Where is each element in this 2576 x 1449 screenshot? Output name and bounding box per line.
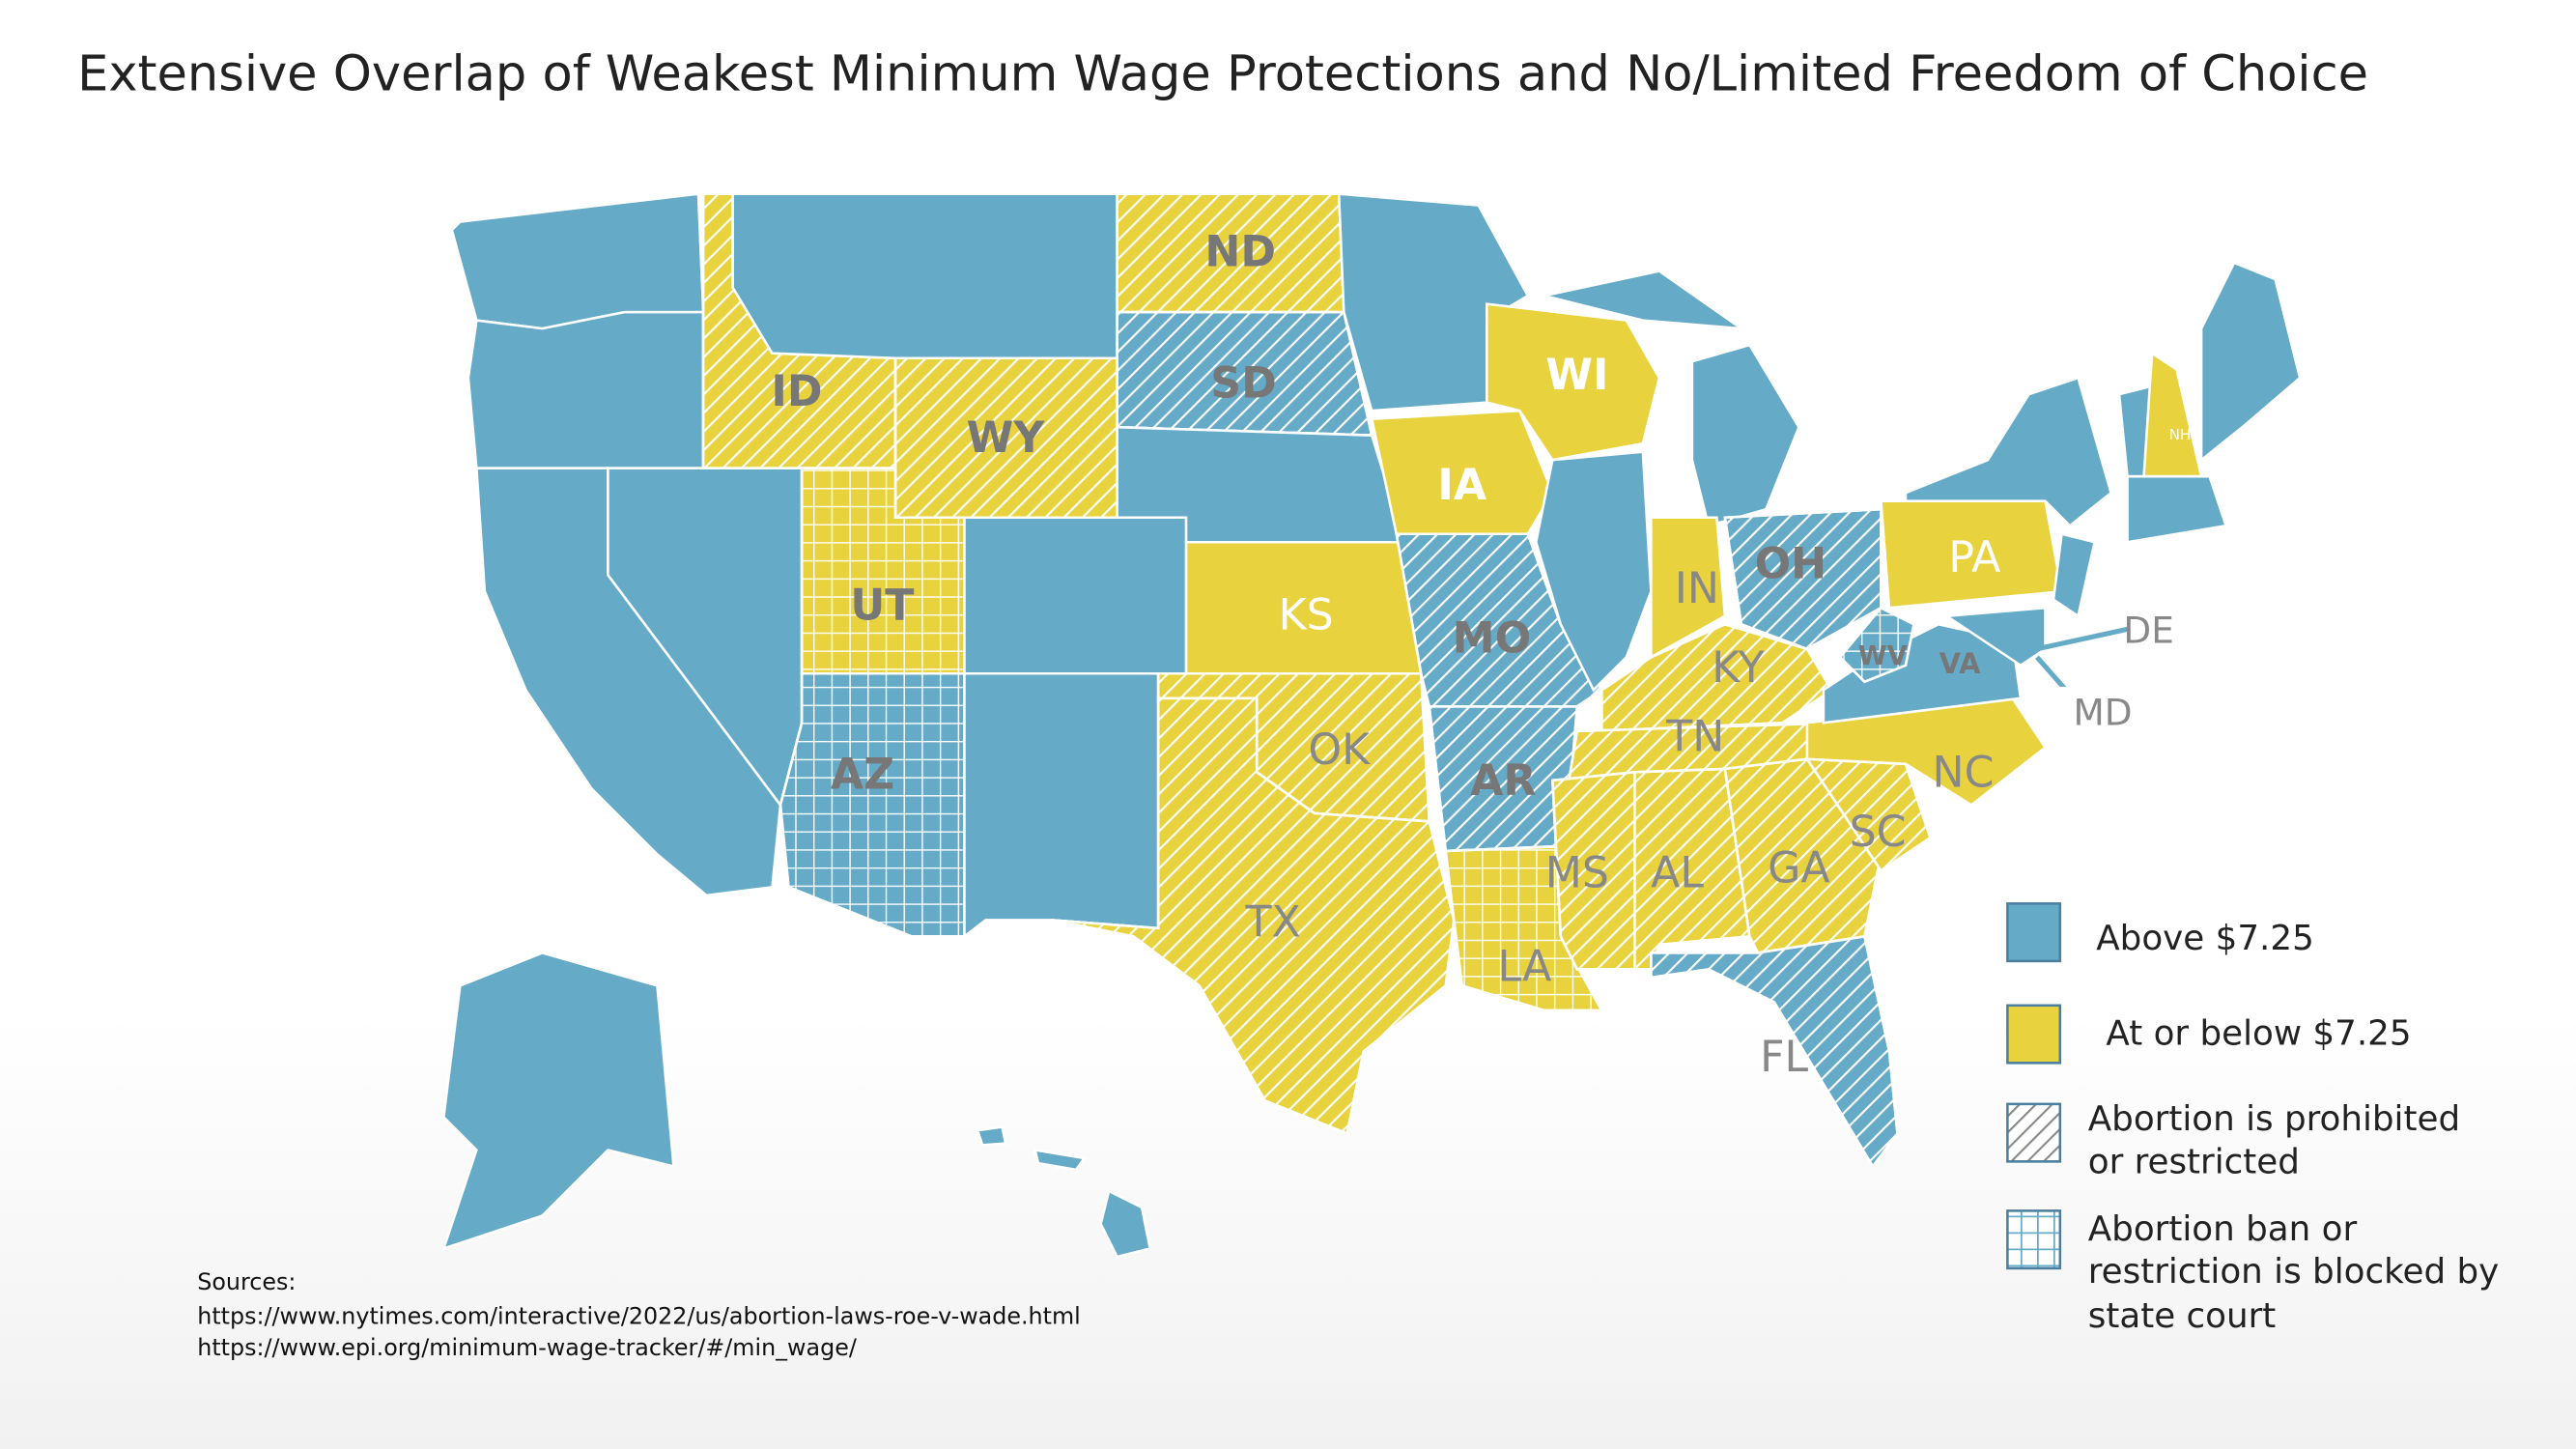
state — [2126, 474, 2228, 544]
state — [450, 192, 705, 330]
state — [1543, 270, 1746, 330]
state-label: WI — [1545, 351, 1608, 400]
state-label: KS — [1279, 590, 1334, 639]
state-label: OH — [1755, 540, 1827, 589]
state-label: MS — [1545, 848, 1609, 897]
state-label: GA — [1768, 843, 1830, 893]
state — [1650, 516, 1727, 660]
state-label: UT — [850, 581, 914, 630]
state — [1099, 1189, 1152, 1259]
state — [963, 672, 1160, 939]
legend-label: state court — [2088, 1296, 2277, 1336]
state-label: AR — [1470, 756, 1536, 806]
state-label: KY — [1712, 643, 1765, 693]
state-label: DE — [2123, 609, 2173, 651]
state-label: AZ — [831, 750, 894, 799]
source-line: https://www.epi.org/minimum-wage-tracker… — [197, 1334, 858, 1361]
state — [467, 310, 705, 469]
state — [1690, 343, 1800, 527]
state-label: PA — [1948, 533, 2000, 582]
state-pattern — [1723, 507, 1882, 651]
state-label: ID — [771, 367, 822, 416]
state-pattern — [1650, 934, 1899, 1169]
legend-label: Abortion ban or — [2088, 1209, 2358, 1249]
state — [441, 952, 675, 1251]
state-pattern — [1838, 606, 1915, 684]
sources: Sources: https://www.nytimes.com/interac… — [197, 1268, 1081, 1361]
legend-swatch — [2006, 902, 2062, 963]
state-label: WY — [967, 413, 1046, 463]
state — [963, 516, 1188, 675]
state-label: OK — [1308, 725, 1371, 775]
states — [441, 192, 2302, 1259]
legend-label: Abortion is prohibited — [2088, 1099, 2460, 1139]
state-label: SD — [1210, 359, 1277, 409]
state-pattern — [1395, 532, 1604, 708]
state-label: AL — [1651, 848, 1704, 897]
state-label: NC — [1933, 749, 1995, 798]
state-label: MO — [1453, 613, 1532, 663]
state-label: IA — [1437, 461, 1486, 510]
sources-heading: Sources: — [197, 1268, 296, 1295]
source-line: https://www.nytimes.com/interactive/2022… — [197, 1303, 1081, 1330]
label-box — [2053, 686, 2153, 743]
state-label: TN — [1665, 712, 1724, 761]
state-label: ND — [1204, 228, 1276, 277]
state — [2052, 532, 2097, 618]
state-pattern — [1051, 696, 1456, 1136]
state — [1486, 302, 1661, 462]
state — [2199, 261, 2302, 463]
state-pattern — [778, 672, 966, 938]
state-label: VA — [1939, 647, 1981, 680]
state-label: LA — [1497, 942, 1551, 991]
legend-swatch — [2006, 1209, 2062, 1270]
legend-swatch — [2006, 1004, 2062, 1065]
state-label: IN — [1675, 564, 1719, 613]
title: Extensive Overlap of Weakest Minimum Wag… — [77, 46, 2368, 103]
legend: Above $7.25 At or below $7.25 Abortion i… — [2006, 902, 2500, 1336]
state-label: WV — [1858, 641, 1908, 671]
state — [2142, 351, 2203, 478]
state-label: SC — [1850, 808, 1907, 857]
legend-label: At or below $7.25 — [2106, 1014, 2411, 1054]
legend-swatch — [2006, 1102, 2062, 1163]
state — [1904, 376, 2113, 527]
state — [1534, 450, 1653, 693]
legend-label: or restricted — [2088, 1142, 2300, 1181]
state-label: TX — [1245, 897, 1301, 947]
state-label: NH — [2168, 426, 2191, 443]
state-label: FL — [1760, 1033, 1808, 1082]
state — [1033, 1148, 1087, 1172]
state-pattern — [1550, 770, 1636, 971]
legend-label: Above $7.25 — [2096, 919, 2314, 958]
callout — [2036, 626, 2129, 652]
state-labels: ID ND SD WY WI IA UT KS MO OH IN PA NH K… — [771, 228, 2191, 1082]
state-label: MD — [2073, 691, 2132, 733]
state — [976, 1125, 1007, 1147]
legend-label: restriction is blocked by — [2088, 1252, 2500, 1292]
state — [731, 192, 1118, 360]
state — [1370, 409, 1554, 535]
